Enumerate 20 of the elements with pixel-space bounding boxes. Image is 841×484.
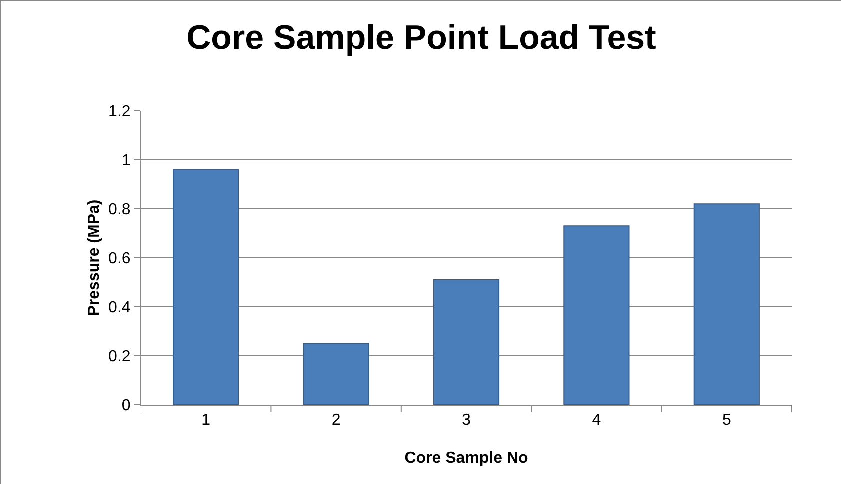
bar xyxy=(433,280,500,405)
x-tick-label: 1 xyxy=(202,412,211,430)
y-tick-label: 0.2 xyxy=(108,348,131,366)
x-axis-title: Core Sample No xyxy=(404,450,529,467)
x-tick-label: 4 xyxy=(592,412,602,430)
y-tick-label: 0.8 xyxy=(108,202,131,219)
bar xyxy=(564,226,630,405)
x-tick-label: 3 xyxy=(462,412,472,430)
y-tick-label: 1.2 xyxy=(108,104,131,121)
y-tick-label: 0 xyxy=(122,398,131,415)
bar xyxy=(694,204,760,405)
y-axis-title: Pressure (MPa) xyxy=(86,200,103,316)
bar xyxy=(303,343,370,405)
x-tick-label: 5 xyxy=(722,412,732,430)
chart-title: Core Sample Point Load Test xyxy=(186,19,656,57)
y-tick-label: 0.6 xyxy=(108,250,131,268)
y-tick-label: 1 xyxy=(122,152,131,170)
y-tick-label: 0.4 xyxy=(108,300,131,317)
x-tick-label: 2 xyxy=(332,412,341,430)
bar xyxy=(173,169,240,405)
